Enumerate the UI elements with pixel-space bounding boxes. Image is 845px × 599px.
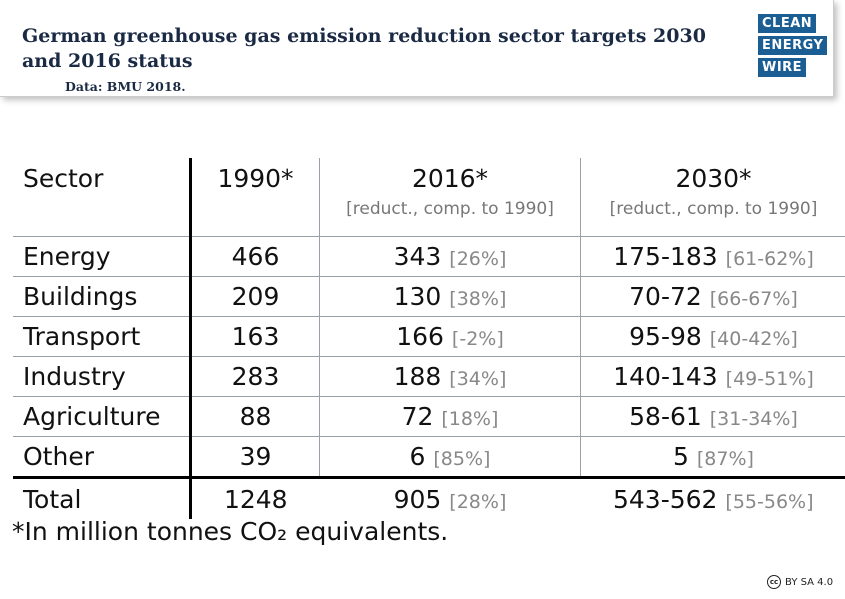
value-1990: 209 — [231, 282, 280, 311]
logo-word-3: WIRE — [758, 58, 807, 77]
cell-1990: 88 — [189, 396, 320, 437]
cell-2030: 175-183 [61-62%] — [580, 236, 845, 277]
col-header-sector: Sector — [23, 164, 104, 193]
table-row: Buildings 209 130 [38%] 70-72 [66-67%] — [13, 276, 845, 317]
reduction-2030: [66-67%] — [709, 288, 798, 310]
value-2030: 140-143 — [613, 362, 718, 391]
value-1990: 88 — [239, 402, 272, 431]
table-row: Other 39 6 [85%] 5 [87%] — [13, 436, 845, 478]
cell-1990: 209 — [189, 276, 320, 317]
reduction-2030: [55-56%] — [725, 490, 814, 513]
cell-sector: Buildings — [13, 276, 191, 317]
reduction-2016: [-2%] — [451, 328, 504, 350]
reduction-2030: [49-51%] — [725, 368, 814, 390]
value-1990: 466 — [231, 242, 280, 271]
reduction-2016: [26%] — [449, 248, 507, 270]
value-2016: 188 — [393, 362, 442, 391]
cell-sector: Industry — [13, 356, 191, 397]
cell-1990: 466 — [189, 236, 320, 277]
reduction-2016: [85%] — [433, 448, 491, 470]
value-2030: 95-98 — [629, 322, 702, 351]
cell-sector: Other — [13, 436, 191, 478]
cell-2030: 95-98 [40-42%] — [580, 316, 845, 357]
cell-2030: 70-72 [66-67%] — [580, 276, 845, 317]
table-row: Industry 283 188 [34%] 140-143 [49-51%] — [13, 356, 845, 397]
col-subheader-2016: [reduct., comp. to 1990] — [346, 199, 554, 219]
license-badge: cc BY SA 4.0 — [767, 575, 833, 589]
chart-title: German greenhouse gas emission reduction… — [22, 25, 706, 72]
data-source: Data: BMU 2018. — [65, 79, 186, 94]
cell-1990: 1248 — [189, 476, 320, 519]
table-header-row: Sector 1990* 2016* [reduct., comp. to 19… — [13, 158, 845, 237]
value-2030: 70-72 — [629, 282, 702, 311]
value-2016: 72 — [401, 402, 434, 431]
sector-label: Buildings — [23, 282, 138, 311]
sector-label: Agriculture — [23, 402, 161, 431]
reduction-2016: [34%] — [449, 368, 507, 390]
value-1990: 39 — [239, 442, 272, 471]
sector-label: Total — [23, 484, 82, 514]
value-2016: 130 — [393, 282, 442, 311]
col-header-2030: 2030* [reduct., comp. to 1990] — [580, 158, 845, 237]
sector-label: Energy — [23, 242, 111, 271]
value-1990: 283 — [231, 362, 280, 391]
clean-energy-wire-logo: CLEAN ENERGY WIRE — [758, 14, 828, 77]
logo-word-2: ENERGY — [758, 36, 828, 55]
license-text: BY SA 4.0 — [785, 576, 834, 588]
table-row-total: Total 1248 905 [28%] 543-562 [55-56%] — [13, 476, 845, 519]
value-2016: 166 — [396, 322, 444, 351]
reduction-2030: [61-62%] — [725, 248, 814, 270]
sector-label: Industry — [23, 362, 126, 391]
cell-2016: 6 [85%] — [319, 436, 581, 478]
cell-2016: 343 [26%] — [319, 236, 581, 277]
cell-2030: 543-562 [55-56%] — [580, 476, 845, 519]
cell-2016: 188 [34%] — [319, 356, 581, 397]
sector-label: Other — [23, 442, 94, 471]
value-2016: 6 — [409, 442, 426, 471]
cell-2016: 72 [18%] — [319, 396, 581, 437]
cell-sector: Energy — [13, 236, 191, 277]
cell-sector: Agriculture — [13, 396, 191, 437]
reduction-2030: [87%] — [696, 448, 754, 470]
emissions-table: Sector 1990* 2016* [reduct., comp. to 19… — [13, 158, 845, 519]
value-2030: 175-183 — [613, 242, 718, 271]
cell-sector: Transport — [13, 316, 191, 357]
cell-2016: 166 [-2%] — [319, 316, 581, 357]
cell-2030: 58-61 [31-34%] — [580, 396, 845, 437]
cell-2030: 140-143 [49-51%] — [580, 356, 845, 397]
value-2030: 58-61 — [629, 402, 702, 431]
footnote: *In million tonnes CO₂ equivalents. — [12, 517, 449, 546]
cc-icon: cc — [767, 575, 781, 589]
table-row: Agriculture 88 72 [18%] 58-61 [31-34%] — [13, 396, 845, 437]
value-1990: 1248 — [223, 484, 288, 514]
value-1990: 163 — [231, 322, 280, 351]
value-2016: 343 — [393, 242, 442, 271]
value-2030: 5 — [673, 442, 689, 471]
reduction-2030: [31-34%] — [709, 408, 798, 430]
cell-2030: 5 [87%] — [580, 436, 845, 478]
value-2030: 543-562 — [612, 484, 718, 514]
cell-2016: 905 [28%] — [319, 476, 581, 519]
reduction-2016: [28%] — [449, 490, 507, 513]
reduction-2016: [38%] — [449, 288, 507, 310]
cell-sector: Total — [13, 476, 191, 519]
sector-label: Transport — [23, 322, 141, 351]
cell-2016: 130 [38%] — [319, 276, 581, 317]
value-2016: 905 — [393, 484, 442, 514]
reduction-2016: [18%] — [441, 408, 499, 430]
table-row: Energy 466 343 [26%] 175-183 [61-62%] — [13, 236, 845, 277]
col-header-2016: 2016* [reduct., comp. to 1990] — [319, 158, 581, 237]
logo-word-1: CLEAN — [758, 14, 817, 33]
cell-1990: 283 — [189, 356, 320, 397]
col-subheader-2030: [reduct., comp. to 1990] — [609, 199, 818, 219]
cell-1990: 39 — [189, 436, 320, 478]
header-panel: German greenhouse gas emission reduction… — [0, 0, 834, 97]
table-row: Transport 163 166 [-2%] 95-98 [40-42%] — [13, 316, 845, 357]
cell-1990: 163 — [189, 316, 320, 357]
col-header-1990: 1990* — [189, 158, 320, 237]
reduction-2030: [40-42%] — [709, 328, 798, 350]
